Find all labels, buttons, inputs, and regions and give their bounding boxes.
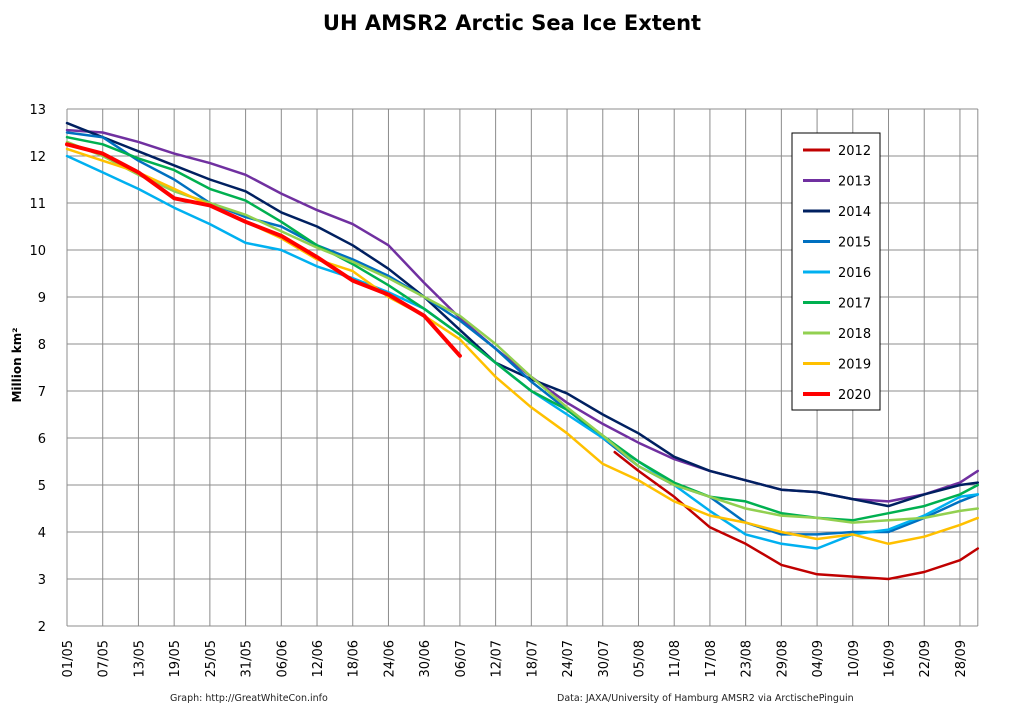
y-tick-label: 2 [38, 620, 46, 635]
x-tick-label: 30/06 [418, 640, 433, 677]
legend-label: 2012 [838, 144, 871, 159]
y-tick-label: 7 [38, 385, 46, 400]
legend-label: 2018 [838, 327, 871, 342]
y-tick-label: 6 [38, 432, 46, 447]
legend-label: 2020 [838, 388, 871, 403]
y-axis-ticks: 2 3 4 5 6 7 8 9 10 11 12 13 [29, 103, 46, 635]
y-tick-label: 12 [29, 150, 46, 165]
x-tick-label: 11/08 [668, 640, 683, 677]
y-axis-label: Million km² [10, 327, 24, 402]
x-tick-label: 17/08 [704, 640, 719, 677]
x-tick-label: 06/07 [454, 640, 469, 677]
x-tick-label: 01/05 [61, 640, 76, 677]
x-tick-label: 07/05 [97, 640, 112, 677]
legend-label: 2013 [838, 175, 871, 190]
x-tick-label: 19/05 [168, 640, 183, 677]
x-tick-label: 30/07 [597, 640, 612, 677]
x-tick-label: 31/05 [240, 640, 255, 677]
legend-label: 2014 [838, 205, 871, 220]
y-tick-label: 5 [38, 479, 46, 494]
credit-data: Data: JAXA/University of Hamburg AMSR2 v… [557, 693, 854, 704]
x-tick-label: 13/05 [132, 640, 147, 677]
x-tick-label: 29/08 [775, 640, 790, 677]
x-tick-label: 04/09 [811, 640, 826, 677]
series-line-2018 [65, 140, 980, 524]
legend-label: 2019 [838, 358, 871, 373]
legend-label: 2015 [838, 236, 871, 251]
x-tick-label: 24/06 [382, 640, 397, 677]
grid [66, 108, 979, 627]
series-lines [65, 121, 980, 581]
x-tick-label: 05/08 [632, 640, 647, 677]
legend-label: 2016 [838, 266, 871, 281]
y-tick-label: 13 [29, 103, 46, 118]
y-tick-label: 9 [38, 291, 46, 306]
x-tick-label: 22/09 [918, 640, 933, 677]
x-tick-label: 12/06 [311, 640, 326, 677]
y-tick-label: 4 [38, 526, 46, 541]
legend-label: 2017 [838, 297, 871, 312]
x-tick-label: 06/06 [275, 640, 290, 677]
series-line-2012 [613, 450, 980, 581]
series-line-2020 [65, 142, 462, 358]
x-tick-label: 25/05 [204, 640, 219, 677]
x-tick-label: 18/07 [525, 640, 540, 677]
y-tick-label: 3 [38, 573, 46, 588]
x-tick-label: 18/06 [347, 640, 362, 677]
x-tick-label: 24/07 [561, 640, 576, 677]
x-tick-label: 23/08 [740, 640, 755, 677]
x-tick-label: 16/09 [883, 640, 898, 677]
y-tick-label: 10 [29, 244, 46, 259]
legend: 2012 2013 2014 2015 2016 2017 2018 2019 2020 [791, 132, 881, 411]
credit-graph: Graph: http://GreatWhiteCon.info [170, 693, 328, 704]
y-tick-label: 11 [29, 197, 46, 212]
y-tick-label: 8 [38, 338, 46, 353]
x-tick-label: 10/09 [847, 640, 862, 677]
chart-title: UH AMSR2 Arctic Sea Ice Extent [323, 11, 701, 35]
series-line-2017 [65, 135, 980, 522]
x-axis-ticks: 01/05 07/05 13/05 19/05 25/05 31/05 06/06 12/06… [61, 640, 969, 677]
x-tick-label: 12/07 [490, 640, 505, 677]
series-line-2014 [65, 121, 980, 508]
x-tick-label: 28/09 [954, 640, 969, 677]
